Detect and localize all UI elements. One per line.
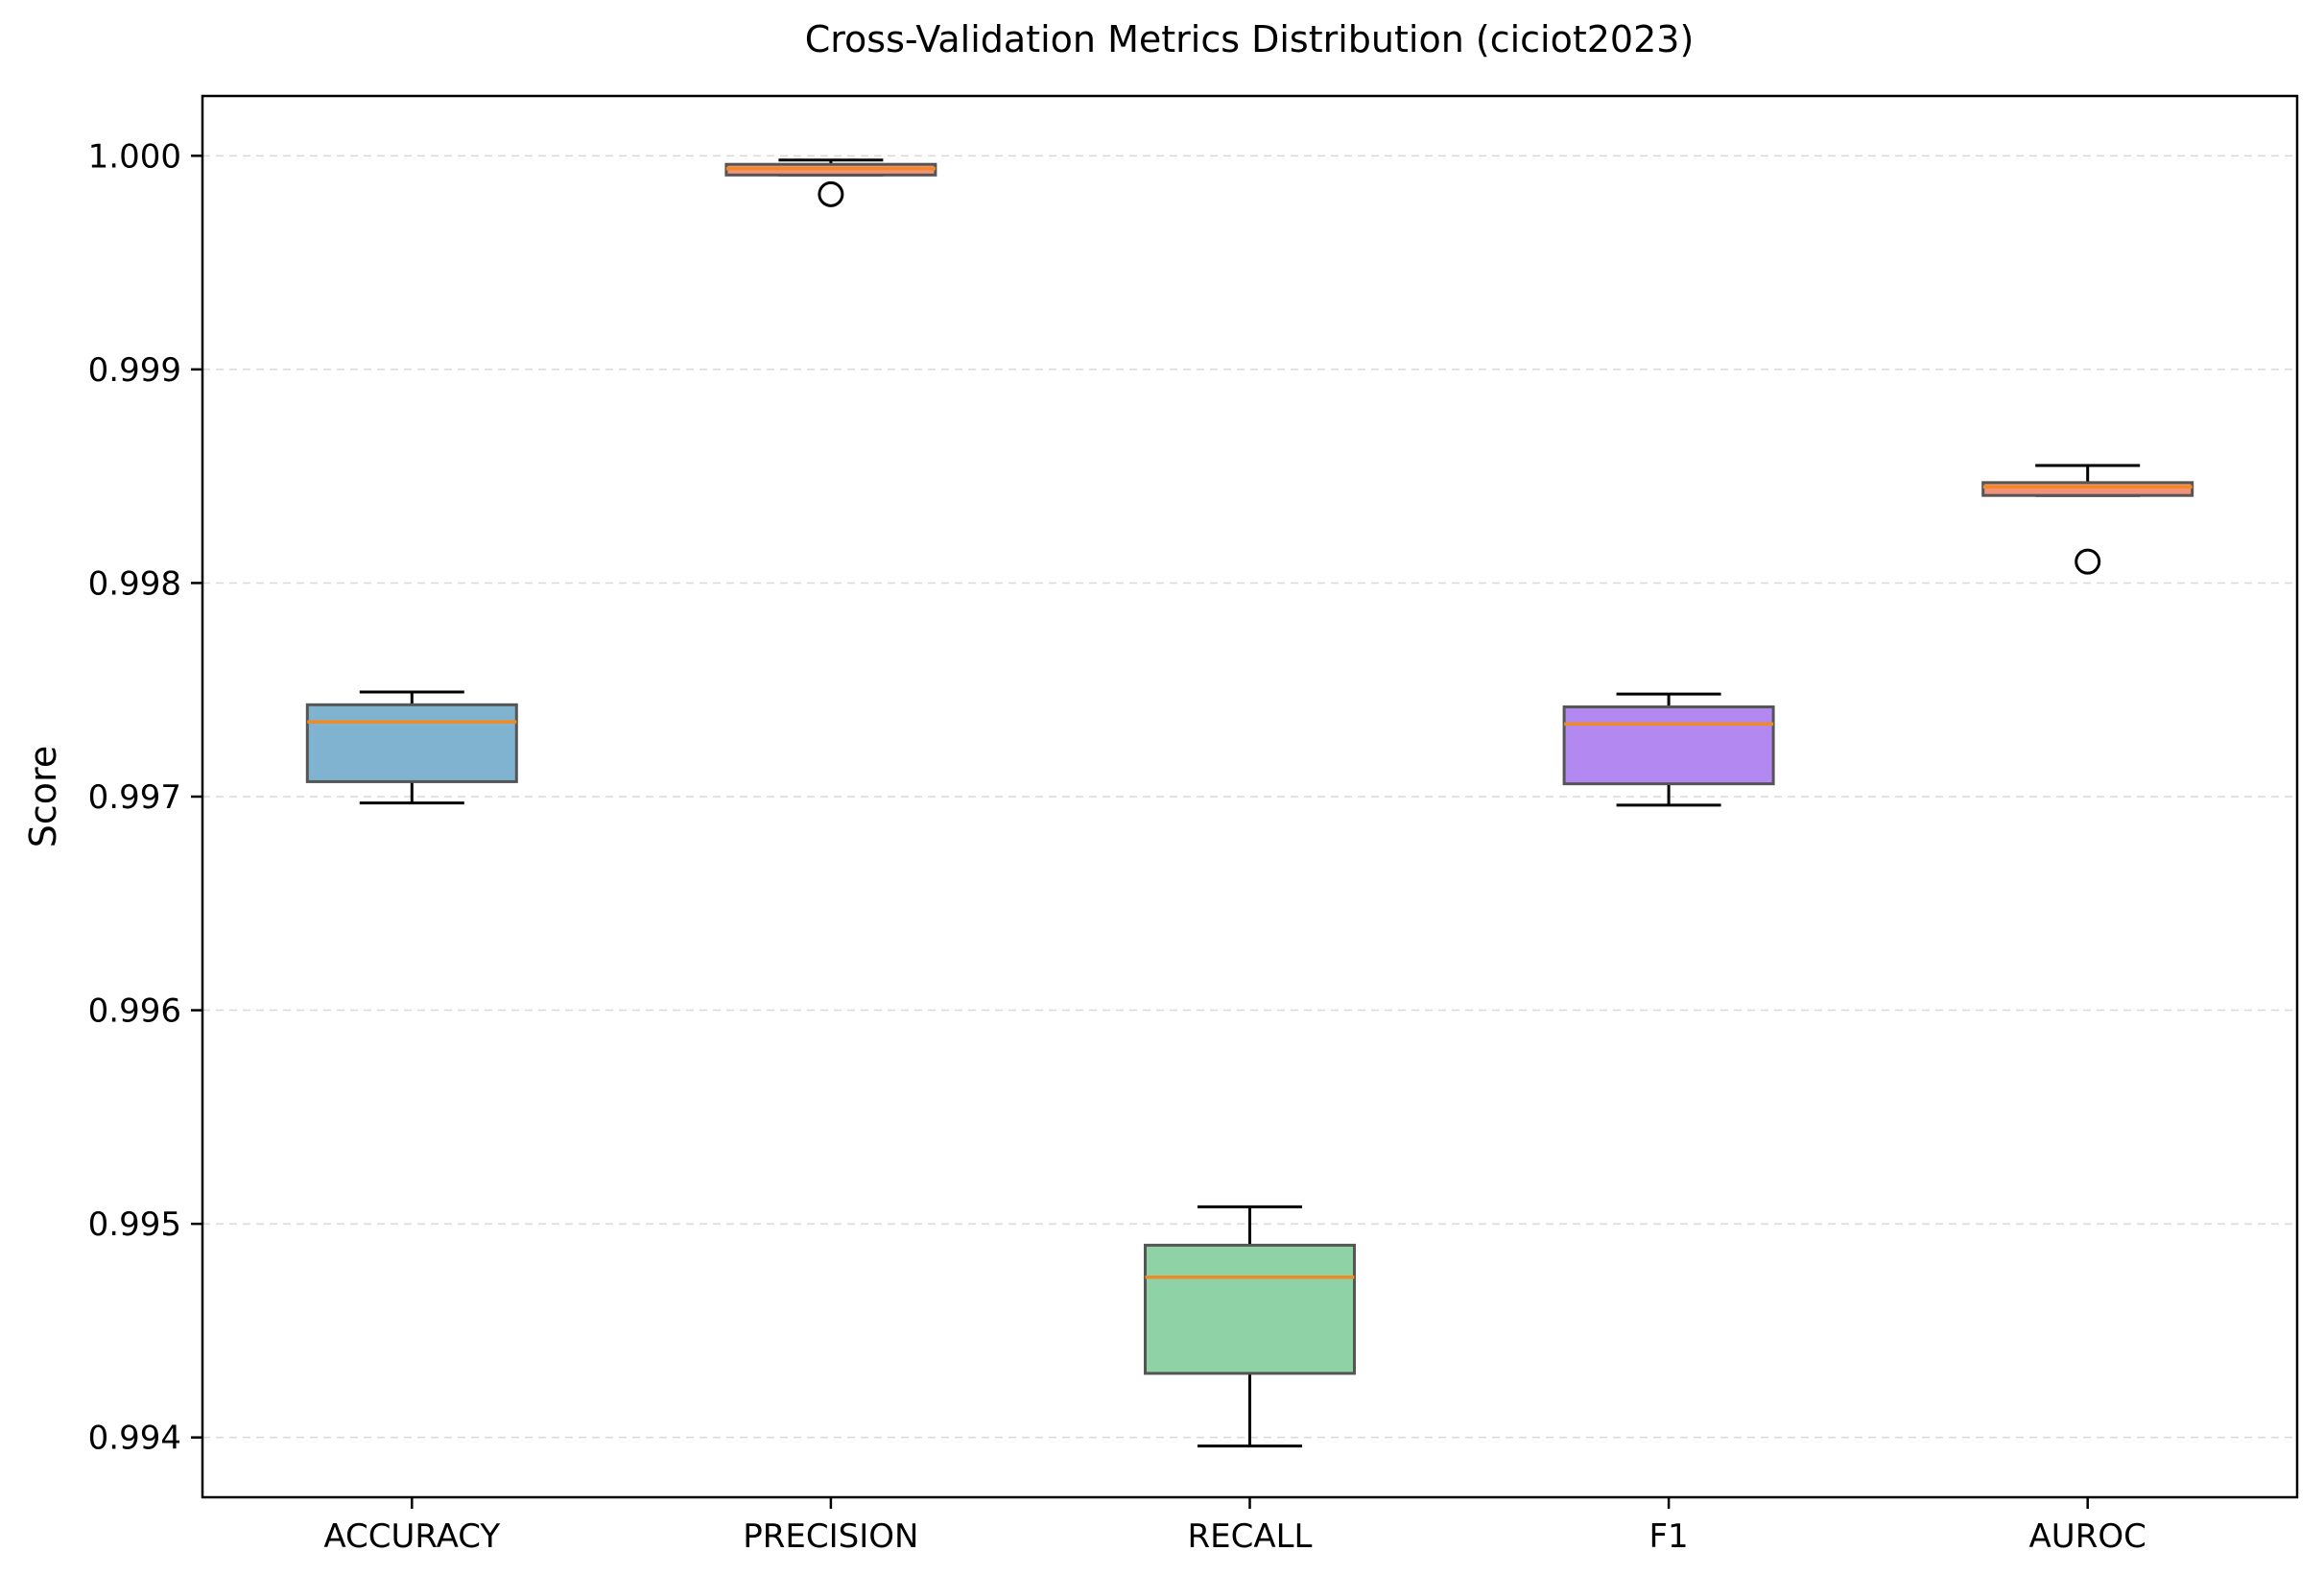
box-iqr xyxy=(305,703,518,783)
outlier-point xyxy=(818,180,844,207)
box-precision xyxy=(724,158,937,207)
box-f1 xyxy=(1562,692,1775,807)
chart-title: Cross-Validation Metrics Distribution (c… xyxy=(805,18,1695,60)
y-tick-label: 0.997 xyxy=(88,778,181,817)
x-tick-label: PRECISION xyxy=(743,1517,918,1556)
y-tick-label: 0.995 xyxy=(88,1205,181,1244)
y-tick-label: 0.999 xyxy=(88,351,181,390)
y-tick-label: 0.996 xyxy=(88,992,181,1031)
box-auroc xyxy=(1981,464,2194,575)
box-recall xyxy=(1144,1205,1356,1448)
box-series xyxy=(305,158,2194,1448)
x-tick-label: RECALL xyxy=(1188,1517,1313,1556)
box-accuracy xyxy=(305,690,518,805)
outlier-point xyxy=(2075,548,2101,575)
box-iqr xyxy=(1562,705,1775,786)
y-tick-label: 0.994 xyxy=(88,1420,181,1458)
y-tick-label: 0.998 xyxy=(88,564,181,603)
box-iqr xyxy=(1981,481,2194,497)
box-iqr xyxy=(1144,1243,1356,1375)
y-axis-label: Score xyxy=(22,746,64,847)
x-axis-ticks: ACCURACY PRECISION RECALL F1 AUROC xyxy=(323,1497,2146,1556)
y-axis-ticks: 0.994 0.995 0.996 0.997 0.998 0.999 1.000 xyxy=(88,137,202,1458)
x-tick-label: AUROC xyxy=(2029,1517,2146,1556)
x-tick-label: F1 xyxy=(1648,1517,1688,1556)
x-tick-label: ACCURACY xyxy=(323,1517,500,1556)
y-tick-label: 1.000 xyxy=(88,137,181,176)
